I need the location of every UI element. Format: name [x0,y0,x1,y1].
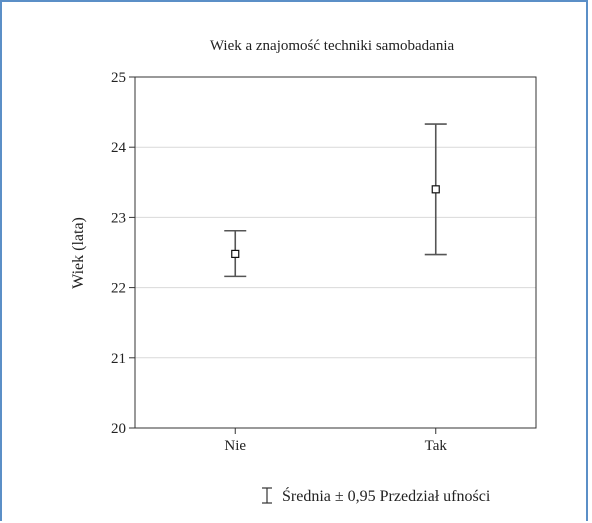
legend: Średnia ± 0,95 Przedział ufności [262,486,491,505]
y-axis-ticks: 20 21 22 23 24 25 [111,70,135,437]
y-tick-label: 22 [111,281,126,297]
plot-area-border [134,76,537,429]
y-tick-label: 23 [111,210,126,226]
legend-label: Średnia ± 0,95 Przedział ufności [282,486,491,505]
y-tick-label: 20 [111,421,126,437]
x-tick-label: Tak [425,438,448,454]
y-tick-label: 21 [111,351,126,367]
x-axis-ticks: Nie Tak [224,428,447,454]
legend-whisker-icon [262,487,272,504]
chart-title: Wiek a znajomość techniki samobadania [210,38,455,54]
y-tick-label: 24 [111,140,127,156]
y-tick-label: 25 [111,70,126,86]
grid-lines [135,146,536,359]
mean-marker [231,249,240,259]
mean-marker [431,185,440,194]
x-tick-label: Nie [224,438,246,454]
data-points [224,123,447,278]
y-axis-label: Wiek (lata) [70,217,87,289]
